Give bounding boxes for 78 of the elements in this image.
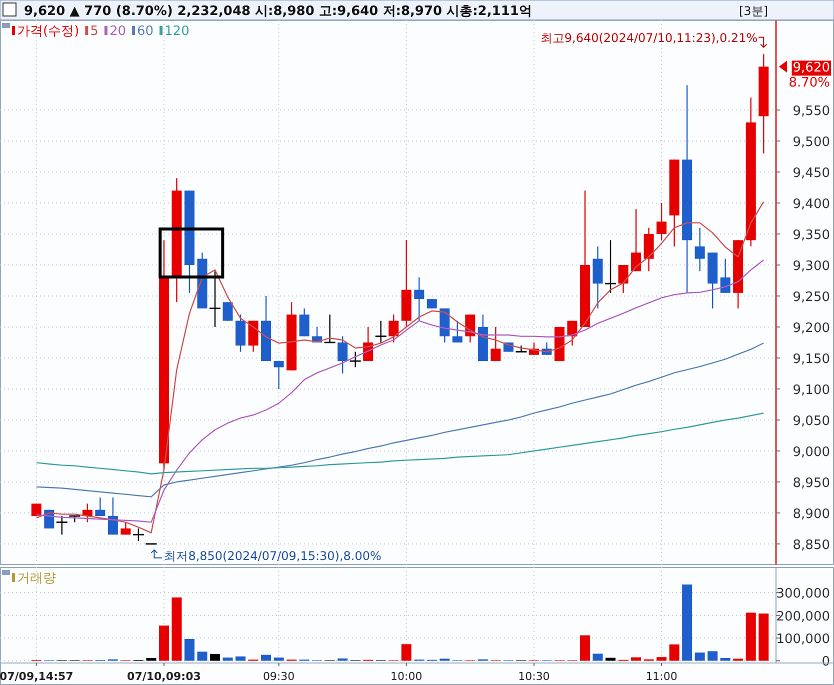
bar: [261, 654, 272, 661]
bar: [184, 638, 194, 661]
candlestick: [414, 276, 424, 322]
bar: [592, 654, 603, 661]
bar: [236, 656, 246, 661]
bar: [656, 657, 667, 661]
candlestick: [108, 496, 118, 536]
x-tick-label: 07/09,14:57: [0, 670, 74, 683]
bar: [274, 658, 284, 661]
y-tick-label: 100,000: [776, 632, 830, 648]
y-tick-label: 9,550: [792, 104, 830, 120]
candlestick: [299, 308, 310, 337]
candlestick: [120, 522, 131, 536]
candlestick: [567, 320, 578, 346]
text: 8.70%: [788, 76, 830, 91]
y-tick-label: 8,850: [792, 538, 830, 553]
line-series: [36, 201, 764, 534]
y-tick-label: 8,900: [792, 506, 830, 522]
text: 거래량: [17, 571, 56, 586]
bar: [669, 644, 680, 661]
candlestick: [274, 360, 284, 390]
bar: [210, 654, 220, 661]
bar: [720, 658, 730, 661]
y-tick-label: 9,500: [792, 135, 830, 150]
text: [3분]: [739, 4, 768, 18]
candlestick: [631, 208, 642, 272]
candlestick: [95, 496, 106, 517]
chart-title: 9,620 ▲ 770 (8.70%) 2,232,048 시:8,980 고:9,640 저:8,970 시총:2,111억: [24, 4, 532, 19]
legend-label: 120: [164, 24, 190, 39]
y-tick-label: 9,050: [792, 414, 830, 429]
y-tick-label: 9,150: [792, 352, 830, 367]
bar: [146, 658, 156, 661]
candlestick: [222, 302, 233, 322]
bar: [222, 658, 233, 661]
bar: [708, 651, 718, 661]
y-tick-label: 9,100: [792, 382, 830, 398]
y-tick-label: 9,350: [792, 228, 830, 243]
y-tick-label: 300,000: [776, 586, 830, 602]
bar: [158, 626, 169, 661]
bar: [197, 652, 208, 661]
y-tick-label: 9,250: [792, 290, 830, 305]
y-tick-label: 9,300: [792, 258, 830, 274]
x-tick-label: 09:30: [262, 670, 295, 683]
x-tick-label: 11:00: [646, 670, 678, 683]
line-series: [36, 412, 764, 474]
candlestick: [338, 336, 348, 374]
annotation: 최저8,850(2024/07/09,15:30),8.00%: [164, 548, 382, 563]
y-tick-label: 200,000: [776, 609, 830, 624]
y-tick-label: 9,200: [792, 320, 830, 336]
line-series: [36, 342, 764, 498]
candlestick: [694, 227, 705, 272]
candlestick: [656, 202, 667, 241]
candlestick: [618, 264, 628, 294]
bar: [758, 614, 769, 661]
candlestick: [490, 326, 501, 362]
candlestick: [388, 314, 399, 344]
annotation: 최고9,640(2024/07/10,11:23),0.21%: [540, 31, 758, 46]
y-tick-label: 8,950: [792, 476, 830, 491]
bar: [746, 612, 756, 661]
legend-label: 20: [109, 24, 126, 39]
bar: [172, 597, 182, 661]
x-tick-label: 07/10,09:03: [127, 670, 201, 683]
y-tick-label: 9,000: [792, 444, 830, 460]
legend-label: 60: [136, 24, 154, 39]
candlestick: [426, 298, 437, 309]
candlestick: [31, 503, 42, 517]
bar: [580, 635, 590, 661]
bar: [694, 652, 705, 661]
bar: [682, 584, 692, 661]
legend-label: 5: [90, 24, 98, 39]
legend-label: 가격(수정): [17, 24, 80, 39]
bar: [401, 644, 412, 661]
x-tick-label: 10:00: [390, 670, 422, 683]
y-tick-label: 9,400: [792, 197, 830, 212]
candlestick: [720, 258, 730, 294]
x-tick-label: 10:30: [518, 670, 550, 683]
y-tick-label: 9,450: [792, 166, 830, 182]
candlestick: [452, 320, 462, 344]
